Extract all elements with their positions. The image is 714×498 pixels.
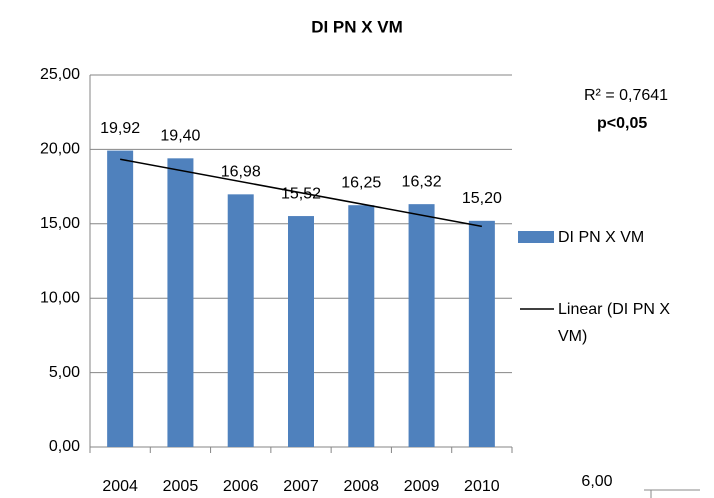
x-tick-label: 2008 [343, 478, 379, 495]
bar [107, 150, 134, 447]
bar [408, 204, 435, 447]
y-tick-label: 10,00 [40, 289, 80, 306]
legend-swatch [518, 231, 554, 243]
y-tick-label: 5,00 [49, 364, 80, 381]
x-tick-label: 2006 [223, 478, 259, 495]
bar [227, 194, 254, 447]
y-tick-label: 15,00 [40, 215, 80, 232]
legend-trend-label: Linear (DI PN X VM) [558, 301, 671, 345]
fragment-axis [644, 489, 700, 498]
x-tick-label: 2004 [102, 478, 138, 495]
data-label: 15,52 [281, 185, 321, 202]
data-label: 16,98 [221, 164, 261, 181]
fragment-label: 6,00 [581, 473, 612, 490]
data-label: 16,25 [341, 174, 381, 191]
legend-label: DI PN X VM [558, 229, 644, 246]
x-tick-label: 2010 [464, 478, 500, 495]
x-tick-label: 2005 [163, 478, 199, 495]
data-label: 19,92 [100, 120, 140, 137]
data-label: 16,32 [402, 173, 442, 190]
y-tick-label: 0,00 [49, 438, 80, 455]
bar [288, 216, 314, 447]
data-label: 19,40 [160, 128, 200, 145]
trendline [120, 158, 482, 228]
data-label: 15,20 [462, 190, 502, 207]
y-tick-label: 20,00 [40, 141, 80, 158]
y-tick-label: 25,00 [40, 66, 80, 83]
x-tick-label: 2007 [283, 478, 319, 495]
bar [468, 220, 495, 447]
chart-title: DI PN X VM [311, 17, 403, 36]
annotation: R² = 0,7641 [584, 87, 668, 104]
bar [167, 158, 194, 447]
annotation: p<0,05 [597, 115, 647, 132]
x-tick-label: 2009 [404, 478, 440, 495]
bar [348, 205, 375, 447]
